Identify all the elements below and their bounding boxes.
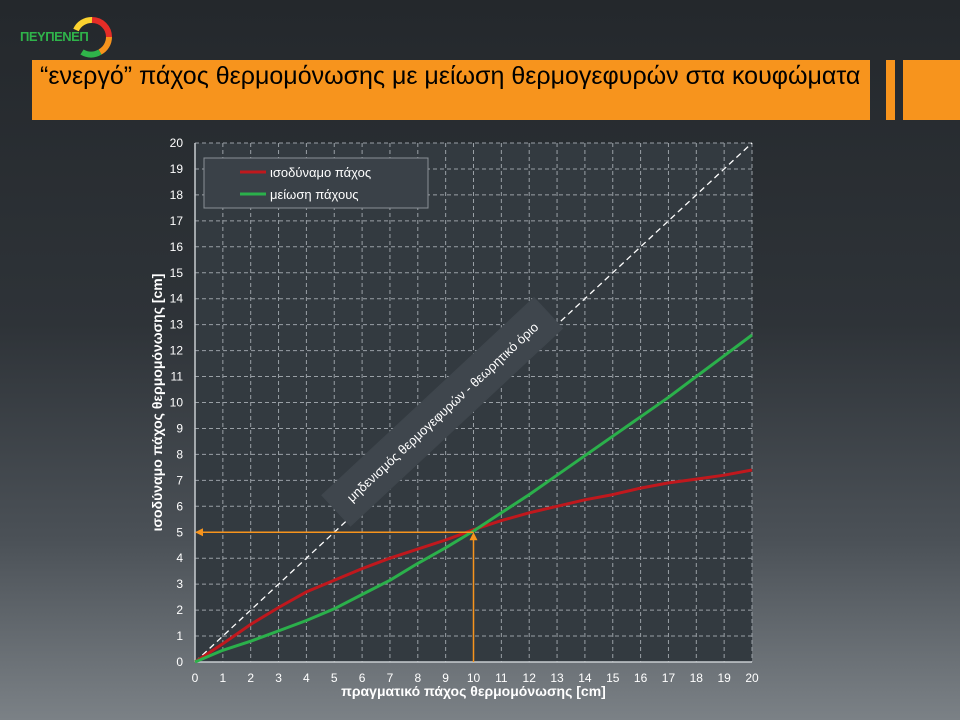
y-tick-label: 12 [170, 344, 184, 358]
x-tick-label: 17 [662, 671, 676, 685]
y-tick-label: 18 [170, 188, 184, 202]
x-tick-label: 11 [495, 671, 508, 685]
x-tick-label: 16 [634, 671, 648, 685]
y-tick-label: 13 [170, 318, 184, 332]
series-line-1 [194, 333, 753, 664]
reference-label-background [321, 296, 564, 527]
y-axis-label: ισοδύναμο πάχος θερμομόνωσης [cm] [149, 274, 165, 532]
y-tick-label: 10 [170, 396, 184, 410]
y-tick-label: 8 [176, 447, 183, 461]
y-tick-label: 6 [176, 499, 183, 513]
x-tick-label: 10 [467, 671, 481, 685]
x-tick-label: 19 [717, 671, 731, 685]
x-tick-label: 5 [331, 671, 338, 685]
x-tick-label: 13 [550, 671, 564, 685]
x-tick-label: 12 [523, 671, 537, 685]
y-tick-label: 20 [170, 136, 184, 150]
y-tick-label: 4 [176, 551, 183, 565]
x-tick-label: 18 [690, 671, 704, 685]
page-title: “ενεργό” πάχος θερμομόνωσης με μείωση θε… [40, 62, 861, 90]
annotation-arrowhead-vertical [469, 532, 478, 541]
x-tick-label: 1 [220, 671, 227, 685]
x-tick-label: 6 [359, 671, 366, 685]
legend-box [203, 157, 429, 209]
legend-label-0: ισοδύναμο πάχος [270, 165, 371, 180]
logo-ring-icon [73, 17, 112, 58]
x-axis-label: πραγματικό πάχος θερμομόνωσης [cm] [341, 683, 606, 699]
y-tick-label: 0 [176, 655, 183, 669]
y-tick-label: 16 [170, 240, 184, 254]
logo: ΠΕΥΠΕΝΕΠ [14, 10, 114, 58]
x-tick-label: 3 [275, 671, 282, 685]
legend-label-1: μείωση πάχους [270, 187, 359, 202]
x-tick-label: 8 [414, 671, 421, 685]
x-tick-label: 7 [387, 671, 394, 685]
y-tick-label: 5 [176, 525, 183, 539]
annotation-arrowhead-horizontal [195, 528, 203, 537]
x-tick-label: 20 [745, 671, 759, 685]
y-tick-label: 3 [176, 577, 183, 591]
y-tick-label: 14 [170, 292, 184, 306]
decorative-bar [886, 60, 895, 120]
x-tick-label: 15 [606, 671, 620, 685]
y-tick-label: 17 [170, 214, 184, 228]
y-tick-label: 9 [176, 421, 183, 435]
logo-text: ΠΕΥΠΕΝΕΠ [20, 29, 89, 44]
x-tick-label: 9 [442, 671, 449, 685]
x-tick-label: 0 [192, 671, 199, 685]
x-tick-label: 2 [247, 671, 254, 685]
x-tick-label: 4 [303, 671, 310, 685]
x-tick-label: 14 [578, 671, 592, 685]
y-tick-label: 1 [176, 629, 183, 643]
y-tick-label: 7 [176, 473, 183, 487]
y-tick-label: 2 [176, 603, 183, 617]
title-bar: “ενεργό” πάχος θερμομόνωσης με μείωση θε… [32, 60, 870, 120]
y-tick-label: 19 [170, 162, 184, 176]
y-tick-label: 15 [170, 266, 184, 280]
y-tick-label: 11 [171, 370, 184, 384]
decorative-block [903, 60, 960, 120]
